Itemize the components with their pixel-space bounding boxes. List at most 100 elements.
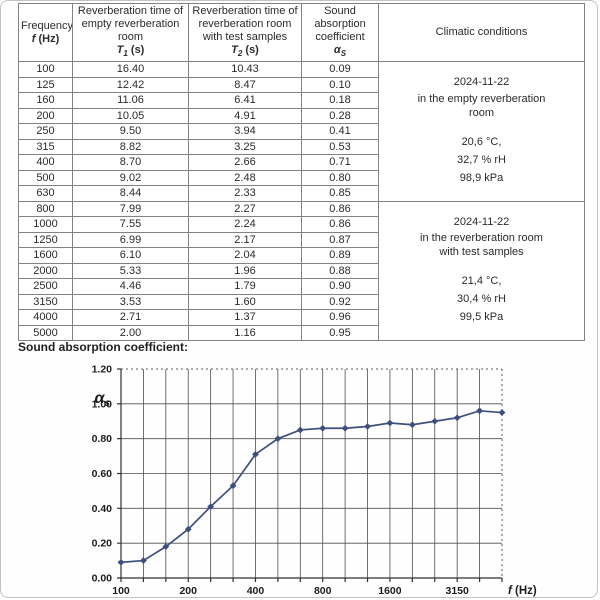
data-point-marker bbox=[229, 482, 237, 490]
cell-f: 400 bbox=[18, 154, 73, 171]
cell-f: 100 bbox=[18, 61, 73, 78]
cell-f: 2000 bbox=[18, 262, 73, 280]
data-point-marker bbox=[296, 426, 304, 434]
measurement-location: in the empty reverberation room bbox=[417, 92, 546, 119]
cell-alpha: 0.10 bbox=[301, 76, 379, 94]
cell-t1: 10.05 bbox=[72, 107, 189, 125]
data-point-marker bbox=[274, 435, 282, 443]
table-header-row: Frequency f (Hz) Reverberation time of empt… bbox=[18, 2, 585, 63]
cell-f: 800 bbox=[18, 200, 73, 218]
cell-t2: 2.48 bbox=[188, 169, 302, 187]
climatic-conditions-block: 2024-11-22 in the empty reverberation room… bbox=[378, 61, 585, 202]
cell-alpha: 0.86 bbox=[301, 200, 379, 218]
x-axis-label: f (Hz) bbox=[508, 585, 537, 597]
x-tick-label: 200 bbox=[179, 585, 197, 597]
data-point-marker bbox=[117, 558, 125, 566]
cell-t2: 10.43 bbox=[188, 61, 302, 78]
cell-alpha: 0.86 bbox=[301, 216, 379, 233]
data-point-marker bbox=[184, 525, 192, 533]
cell-t1: 8.44 bbox=[72, 185, 189, 202]
cell-t2: 2.66 bbox=[188, 154, 302, 171]
cell-t1: 4.46 bbox=[72, 278, 189, 295]
environment-readings: 20,6 °C, 32,7 % rH 98,9 kPa bbox=[457, 135, 506, 184]
x-tick-label: 100 bbox=[112, 585, 130, 597]
data-point-marker bbox=[431, 417, 439, 425]
cell-t1: 16.40 bbox=[72, 61, 189, 78]
data-point-marker bbox=[364, 423, 371, 430]
table-row: 500 9.02 2.48 0.80 bbox=[18, 169, 585, 187]
measurement-location: in the reverberation room with test sampl… bbox=[420, 232, 543, 259]
cell-f: 250 bbox=[18, 123, 73, 140]
data-point-marker bbox=[207, 503, 215, 510]
y-tick-label: 1.00 bbox=[92, 398, 113, 410]
absorption-coefficient-chart: 0.00 0.20 0.40 0.60 0.80 1.00 1.20 100 200 400 800… bbox=[1, 355, 597, 598]
cell-t1: 5.33 bbox=[72, 262, 189, 280]
column-header-0: Frequency f (Hz) bbox=[18, 2, 73, 63]
cell-t1: 3.53 bbox=[72, 293, 189, 311]
absorption-series bbox=[117, 407, 506, 566]
table-row: 1250 6.99 2.17 0.87 bbox=[18, 231, 585, 249]
cell-f: 500 bbox=[18, 169, 73, 187]
table-row: 315 8.82 3.25 0.53 bbox=[18, 138, 585, 156]
data-point-marker bbox=[162, 543, 170, 551]
table-row: 800 7.99 2.27 0.86 2024-11-22 in the reverber… bbox=[18, 200, 585, 342]
plot-frame bbox=[117, 368, 503, 582]
x-tick-label: 400 bbox=[247, 585, 265, 597]
y-tick-label: 0.00 bbox=[92, 573, 113, 585]
cell-t2: 2.17 bbox=[188, 231, 302, 249]
data-point-marker bbox=[408, 421, 416, 429]
data-point-marker bbox=[140, 557, 147, 564]
table-row: 400 8.70 2.66 0.71 bbox=[18, 154, 585, 171]
cell-t1: 9.50 bbox=[72, 123, 189, 140]
x-tick-label: 1600 bbox=[378, 585, 402, 597]
cell-t1: 11.06 bbox=[72, 92, 189, 109]
y-tick-label: 1.20 bbox=[92, 364, 113, 376]
cell-alpha: 0.80 bbox=[301, 169, 379, 187]
cell-t2: 3.94 bbox=[188, 123, 302, 140]
data-point-marker bbox=[476, 407, 483, 415]
cell-f: 160 bbox=[18, 92, 73, 109]
y-tick-label: 0.60 bbox=[92, 468, 113, 480]
cell-alpha: 0.88 bbox=[301, 262, 379, 280]
table-body: 100 16.40 10.43 0.09 2024-11-22 in the empty … bbox=[18, 61, 585, 342]
column-header-3: Sound absorption coefficient αS bbox=[301, 2, 379, 63]
data-point-marker bbox=[341, 424, 349, 432]
cell-f: 630 bbox=[18, 185, 73, 202]
cell-t2: 1.60 bbox=[188, 293, 302, 311]
cell-t1: 12.42 bbox=[72, 76, 189, 94]
x-axis-tick-labels: 100 200 400 800 1600 3150 bbox=[112, 585, 469, 597]
gridlines bbox=[121, 369, 502, 578]
cell-f: 4000 bbox=[18, 309, 73, 326]
cell-t2: 8.47 bbox=[188, 76, 302, 94]
data-point-marker bbox=[319, 424, 327, 432]
cell-f: 200 bbox=[18, 107, 73, 125]
cell-t1: 8.70 bbox=[72, 154, 189, 171]
cell-f: 2500 bbox=[18, 278, 73, 295]
column-header-4: Climatic conditions bbox=[378, 2, 585, 63]
cell-t1: 2.71 bbox=[72, 309, 189, 326]
column-header-2: Reverberation time of reverberation room w… bbox=[188, 2, 302, 63]
table-row: 5000 2.00 1.16 0.95 bbox=[18, 324, 585, 342]
cell-alpha: 0.89 bbox=[301, 247, 379, 264]
environment-readings: 21,4 °C, 30,4 % rH 99,5 kPa bbox=[457, 275, 506, 324]
cell-t2: 2.24 bbox=[188, 216, 302, 233]
cell-alpha: 0.53 bbox=[301, 138, 379, 156]
measurement-date: 2024-11-22 bbox=[453, 76, 510, 89]
x-tick-label: 3150 bbox=[445, 585, 469, 597]
cell-t1: 6.99 bbox=[72, 231, 189, 249]
y-axis-label: αs bbox=[95, 390, 111, 409]
cell-f: 3150 bbox=[18, 293, 73, 311]
y-tick-label: 0.80 bbox=[92, 433, 113, 445]
climatic-conditions-block: 2024-11-22 in the reverberation room with … bbox=[378, 200, 585, 342]
cell-t2: 1.16 bbox=[188, 324, 302, 342]
cell-t1: 6.10 bbox=[72, 247, 189, 264]
chart-canvas: 0.00 0.20 0.40 0.60 0.80 1.00 1.20 100 200 400 800… bbox=[92, 364, 537, 598]
cell-t2: 3.25 bbox=[188, 138, 302, 156]
cell-t1: 7.55 bbox=[72, 216, 189, 233]
cell-alpha: 0.90 bbox=[301, 278, 379, 295]
table-row: 250 9.50 3.94 0.41 bbox=[18, 123, 585, 140]
cell-t2: 2.27 bbox=[188, 200, 302, 218]
cell-t2: 4.91 bbox=[188, 107, 302, 125]
chart-section-title: Sound absorption coefficient: bbox=[18, 340, 188, 354]
y-tick-label: 0.20 bbox=[92, 538, 113, 550]
